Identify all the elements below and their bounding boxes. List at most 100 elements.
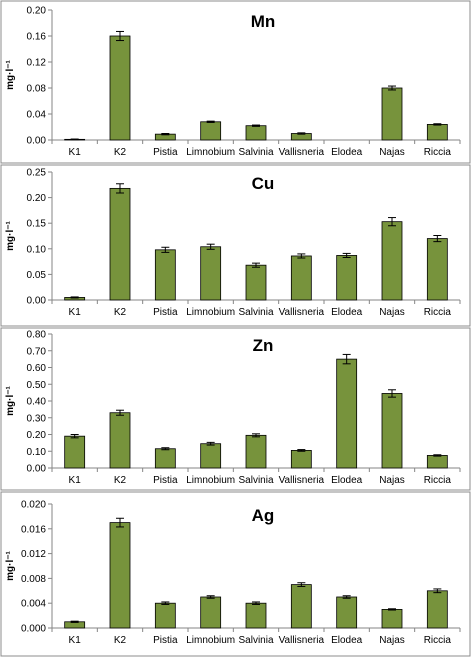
bar-najas [381,221,403,301]
x-tick-label-limnobium: Limnobium [186,475,235,486]
x-tick-label-najas: Najas [379,635,405,646]
y-tick-label: 0.10 [27,244,47,255]
bar-najas [381,609,403,629]
x-tick-label-limnobium: Limnobium [186,307,235,318]
x-tick-label-pistia: Pistia [153,307,178,318]
bar-k2 [109,412,131,469]
y-tick-label: 0.50 [27,380,47,391]
y-axis-title: mg·l⁻¹ [5,550,16,580]
x-tick-label-riccia: Riccia [424,147,452,158]
bar-pistia [154,448,176,469]
bar-limnobium [200,596,222,629]
y-tick-label: 0.008 [21,574,46,585]
bar-pistia [154,249,176,301]
y-axis-title: mg·l⁻¹ [5,59,16,89]
panel-border [0,491,471,657]
bar-vallisneria [290,450,312,469]
x-tick-label-k2: K2 [114,635,127,646]
chart-panel-cu: 0.00 0.05 0.10 0.15 0.20 0.25 mg·l⁻¹ Cu K1 K2 Pist… [0,164,471,327]
x-tick-label-elodea: Elodea [331,147,363,158]
x-tick-label-k2: K2 [114,475,127,486]
y-tick-label: 0.04 [27,110,47,121]
bar-salvinia [245,125,267,141]
y-tick-label: 0.40 [27,397,47,408]
bar-limnobium [200,121,222,141]
bar-elodea [336,596,358,629]
x-tick-label-vallisneria: Vallisneria [279,307,325,318]
bar-vallisneria [290,584,312,629]
bar-elodea [336,255,358,301]
bar-elodea [336,358,358,469]
x-tick-label-salvinia: Salvinia [238,635,273,646]
bar-riccia [426,590,448,629]
bar-riccia [426,455,448,469]
bar-riccia [426,238,448,301]
y-tick-label: 0.00 [27,136,47,147]
y-axis-title: mg·l⁻¹ [5,385,16,415]
chart-panel-zn: 0.00 0.10 0.20 0.30 0.40 0.50 0.60 0.70 0.80 mg·l… [0,327,471,491]
x-tick-label-pistia: Pistia [153,147,178,158]
y-tick-label: 0.016 [21,524,46,535]
x-tick-label-k2: K2 [114,147,127,158]
y-tick-label: 0.10 [27,447,47,458]
bar-salvinia [245,434,267,469]
y-tick-label: 0.000 [21,624,46,635]
y-tick-label: 0.20 [27,6,47,17]
y-axis-title: mg·l⁻¹ [5,220,16,250]
x-tick-label-elodea: Elodea [331,635,363,646]
x-tick-label-k1: K1 [69,475,82,486]
y-tick-label: 0.80 [27,330,47,341]
y-tick-label: 0.12 [27,58,47,69]
y-tick-label: 0.20 [27,430,47,441]
bar-k2 [109,522,131,629]
x-tick-label-riccia: Riccia [424,635,452,646]
y-tick-label: 0.15 [27,219,47,230]
chart-panel-mn: 0.00 0.04 0.08 0.12 0.16 0.20 mg·l⁻¹ Mn K1 K2 Pist… [0,0,471,164]
bar-k1 [64,435,86,469]
y-tick-label: 0.012 [21,549,46,560]
x-tick-label-pistia: Pistia [153,635,178,646]
y-tick-label: 0.08 [27,84,47,95]
x-tick-label-riccia: Riccia [424,475,452,486]
x-tick-label-riccia: Riccia [424,307,452,318]
bar-vallisneria [290,255,312,301]
chart-title: Zn [253,336,274,355]
x-tick-label-vallisneria: Vallisneria [279,635,325,646]
x-tick-label-najas: Najas [379,147,405,158]
x-tick-label-vallisneria: Vallisneria [279,475,325,486]
bar-limnobium [200,443,222,469]
bar-pistia [154,602,176,629]
x-tick-label-k2: K2 [114,307,127,318]
y-tick-label: 0.25 [27,168,47,179]
y-tick-label: 0.70 [27,346,47,357]
y-tick-label: 0.60 [27,363,47,374]
x-tick-label-salvinia: Salvinia [238,475,273,486]
bar-riccia [426,124,448,141]
y-tick-label: 0.004 [21,599,46,610]
x-tick-label-elodea: Elodea [331,475,363,486]
bar-najas [381,393,403,469]
chart-title: Ag [252,506,275,525]
x-tick-label-salvinia: Salvinia [238,307,273,318]
bar-najas [381,87,403,141]
x-tick-label-vallisneria: Vallisneria [279,147,325,158]
x-tick-label-k1: K1 [69,307,82,318]
bar-k2 [109,35,131,141]
y-tick-label: 0.20 [27,193,47,204]
y-tick-label: 0.020 [21,500,46,511]
x-tick-label-limnobium: Limnobium [186,147,235,158]
y-tick-label: 0.05 [27,270,47,281]
x-tick-label-pistia: Pistia [153,475,178,486]
chart-panel-ag: 0.000 0.004 0.008 0.012 0.016 0.020 mg·l⁻¹ Ag K1… [0,491,471,657]
y-tick-label: 0.30 [27,413,47,424]
chart-title: Cu [252,174,275,193]
x-tick-label-najas: Najas [379,307,405,318]
x-tick-label-k1: K1 [69,147,82,158]
y-tick-label: 0.00 [27,296,47,307]
x-tick-label-limnobium: Limnobium [186,635,235,646]
y-tick-label: 0.16 [27,32,47,43]
bar-k2 [109,187,131,301]
bar-limnobium [200,246,222,301]
